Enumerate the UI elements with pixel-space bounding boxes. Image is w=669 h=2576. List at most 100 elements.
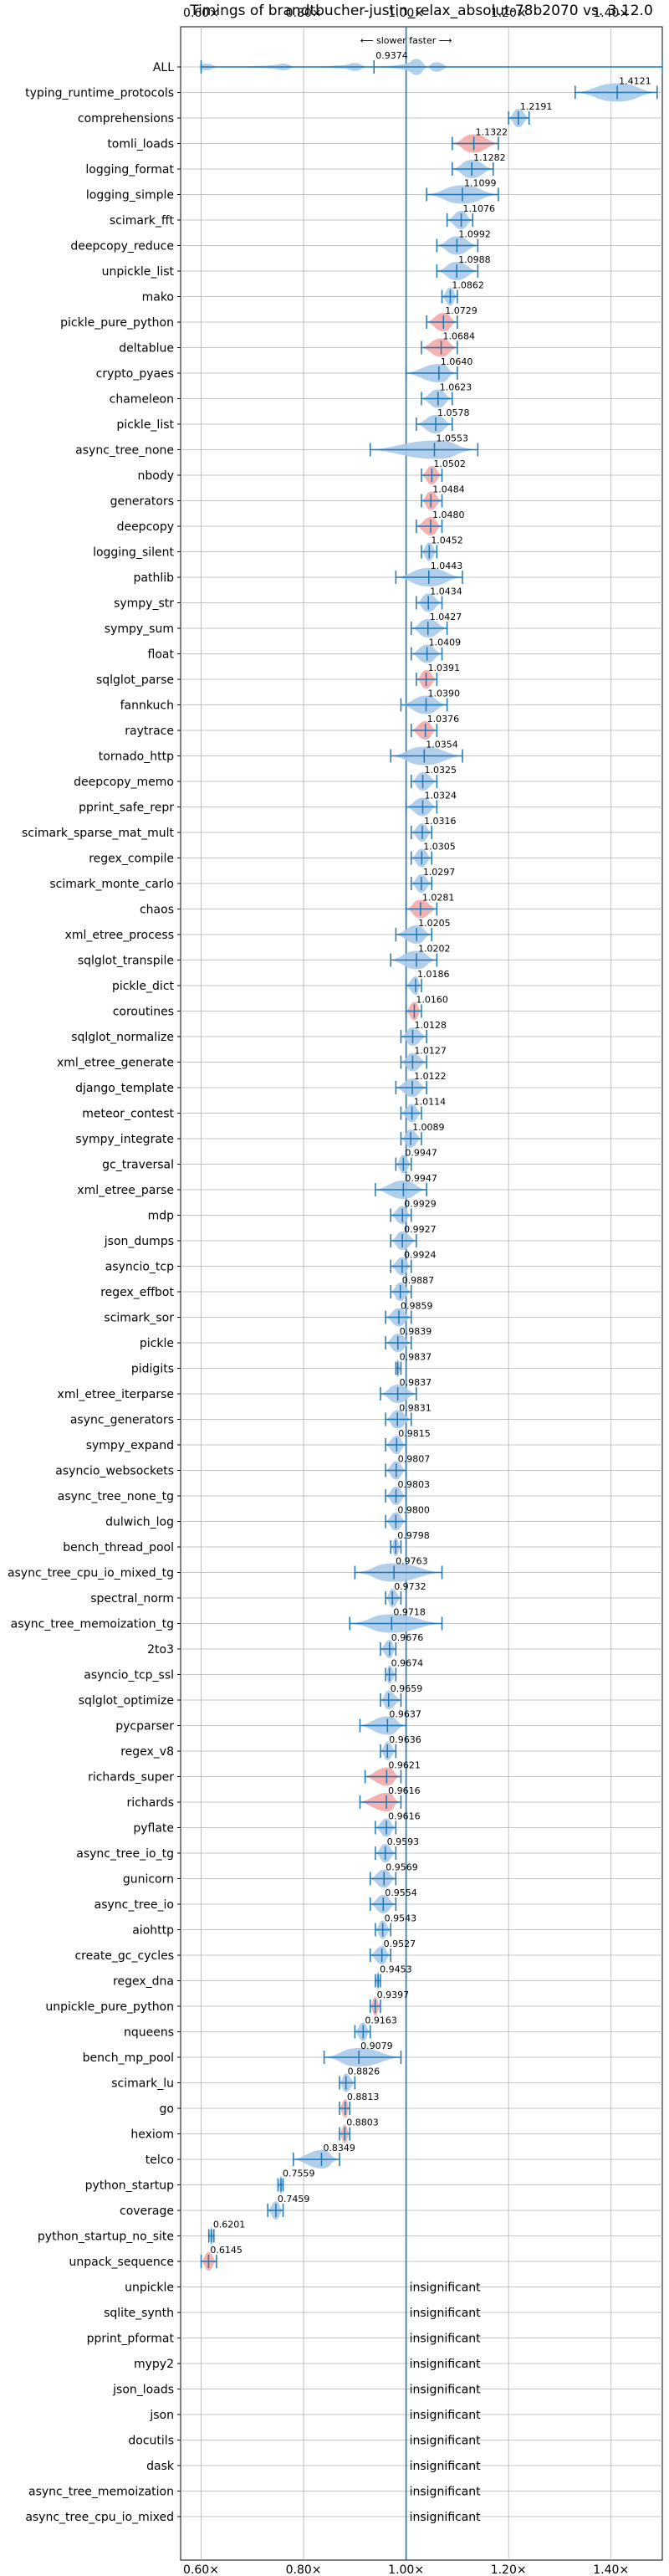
violin [400, 1027, 427, 1046]
y-tick-label: async_tree_cpu_io_mixed [25, 2511, 174, 2524]
value-label: 1.0316 [424, 816, 457, 827]
y-tick-label: pickle [140, 1337, 174, 1350]
violin [441, 287, 458, 306]
value-label: 0.9800 [397, 1505, 430, 1516]
y-tick-label: bench_thread_pool [63, 1541, 174, 1554]
value-label: 0.9674 [391, 1658, 424, 1669]
value-label: 0.9163 [365, 2015, 397, 2026]
y-tick-label: xml_etree_iterparse [58, 1388, 174, 1401]
violin [207, 2226, 215, 2246]
y-tick-label: sympy_sum [105, 622, 174, 636]
y-tick-label: pidigits [131, 1363, 174, 1376]
violin [410, 772, 438, 791]
y-tick-label: asyncio_tcp [105, 1261, 174, 1274]
value-label: 0.9947 [405, 1173, 437, 1184]
y-tick-label: deepcopy [117, 520, 174, 534]
y-tick-label: create_gc_cycles [74, 1949, 174, 1963]
value-label: 0.9924 [404, 1250, 436, 1261]
value-label: 1.0434 [430, 586, 462, 597]
y-tick-label: 2to3 [147, 1643, 174, 1657]
insignificant-label: insignificant [410, 2409, 482, 2422]
violin [405, 976, 422, 995]
violin [339, 2073, 356, 2092]
violin [385, 1308, 412, 1327]
y-tick-label: generators [110, 495, 174, 509]
y-tick-label: pickle_dict [112, 980, 175, 993]
insignificant-label: insignificant [410, 2460, 482, 2473]
value-label: 0.9621 [388, 1760, 421, 1771]
violin [400, 1104, 422, 1123]
violin [385, 1487, 407, 1505]
violin [349, 1614, 443, 1633]
y-tick-label: scimark_sparse_mat_mult [22, 827, 174, 840]
violin [390, 746, 463, 766]
value-label: 0.9839 [400, 1326, 432, 1337]
value-label: 0.8826 [348, 2066, 380, 2077]
value-label: 0.9554 [385, 1887, 417, 1898]
value-label: 1.0443 [431, 561, 463, 571]
value-label: 1.0089 [412, 1122, 445, 1133]
y-tick-label: unpickle_pure_python [45, 2000, 174, 2014]
y-tick-label: dulwich_log [105, 1516, 174, 1529]
violin [385, 1665, 397, 1684]
violin [199, 59, 663, 75]
violin [395, 1078, 427, 1097]
value-label: 0.9374 [375, 50, 408, 61]
y-tick-label: json_dumps [104, 1235, 174, 1248]
violin [410, 721, 438, 740]
value-label: 0.7459 [278, 2194, 310, 2205]
y-tick-label: sympy_integrate [75, 1133, 174, 1146]
value-label: 1.0484 [432, 484, 465, 495]
y-tick-label: fannkuch [120, 699, 174, 713]
violin [200, 2252, 217, 2271]
y-tick-label: crypto_pyaes [96, 367, 174, 381]
value-label: 1.0480 [432, 510, 465, 520]
insignificant-label: insignificant [410, 2384, 482, 2397]
y-tick-label: coverage [120, 2205, 174, 2218]
value-label: 0.9637 [389, 1709, 421, 1720]
value-label: 0.8813 [347, 2092, 380, 2102]
violin [354, 2022, 371, 2041]
violin [380, 1742, 397, 1760]
y-tick-label: async_tree_memoization [28, 2486, 174, 2499]
y-tick-label: tomli_loads [107, 138, 174, 151]
y-tick-label: sqlglot_transpile [78, 955, 174, 968]
value-label: 0.7559 [283, 2169, 315, 2179]
violin [375, 1180, 427, 1199]
insignificant-label: insignificant [410, 2333, 482, 2346]
y-tick-label: json [149, 2409, 174, 2422]
value-label: 1.1322 [476, 127, 508, 138]
value-label: 0.9527 [384, 1938, 416, 1949]
value-label: 0.8803 [346, 2118, 379, 2128]
y-tick-label: async_tree_io_tg [76, 1847, 174, 1861]
violin [410, 874, 433, 893]
violin [369, 1869, 397, 1888]
value-label: 0.6145 [210, 2245, 243, 2256]
value-label: 1.0297 [423, 867, 456, 878]
value-label: 1.0281 [422, 893, 455, 904]
violin [395, 925, 433, 944]
y-tick-label: richards_super [88, 1771, 174, 1785]
y-tick-label: async_generators [70, 1414, 174, 1427]
value-label: 1.2191 [520, 101, 553, 112]
y-tick-label: regex_effbot [100, 1286, 174, 1299]
y-tick-label: chaos [140, 904, 174, 917]
violin [390, 950, 438, 970]
value-label: 0.9815 [398, 1428, 431, 1439]
value-label: 0.9676 [391, 1632, 424, 1643]
violin [385, 1334, 412, 1352]
value-label: 0.9543 [385, 1913, 417, 1924]
violin [452, 160, 494, 178]
violin [436, 262, 479, 280]
violin [339, 2099, 350, 2118]
value-label: 1.1282 [473, 152, 506, 163]
y-tick-label: coroutines [113, 1006, 174, 1019]
violin [405, 1001, 422, 1021]
value-label: 0.9887 [402, 1275, 434, 1286]
insignificant-label: insignificant [410, 2486, 482, 2499]
value-label: 1.0128 [414, 1020, 447, 1031]
value-label: 0.6201 [213, 2220, 246, 2230]
value-label: 1.0862 [452, 280, 484, 291]
